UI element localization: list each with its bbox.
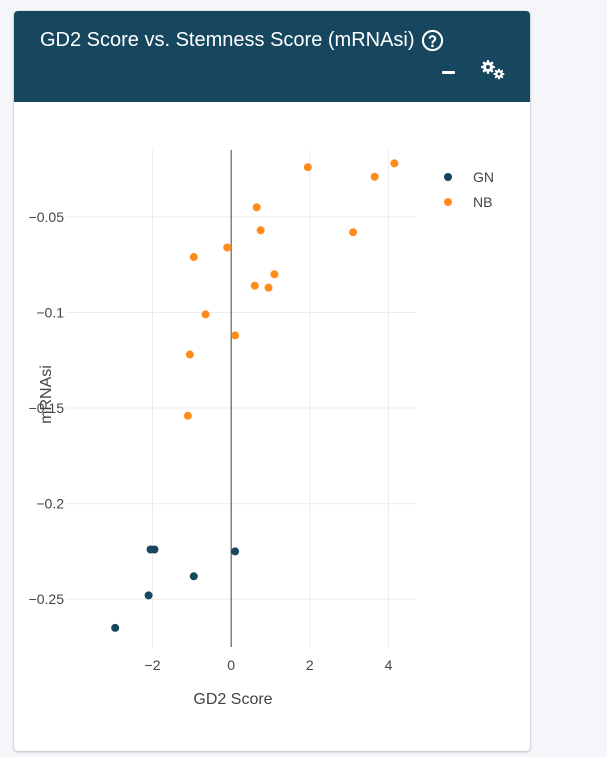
- card-title: GD2 Score vs. Stemness Score (mRNAsi): [40, 29, 415, 51]
- x-tick-label: −2: [145, 657, 161, 673]
- data-point-nb: [189, 253, 198, 262]
- scatter-plot: −2 0 2 4 −0.05 −0.1 −0.15 −0.2 −0.25 GD2 Score mRN…: [29, 150, 494, 708]
- y-tick-label: −0.2: [36, 496, 64, 512]
- data-point-nb: [183, 411, 192, 420]
- data-point-nb: [252, 203, 261, 212]
- card-header: GD2 Score vs. Stemness Score (mRNAsi): [14, 11, 530, 102]
- legend-label-nb: NB: [473, 194, 492, 210]
- y-tick-label: −0.15: [29, 400, 65, 416]
- data-point-gn: [144, 591, 153, 600]
- data-point-gn: [150, 545, 159, 554]
- legend-label-gn: GN: [473, 169, 494, 185]
- data-point-nb: [264, 283, 273, 292]
- y-tick-label: −0.25: [29, 591, 65, 607]
- data-point-nb: [185, 350, 194, 359]
- chart-area: −2 0 2 4 −0.05 −0.1 −0.15 −0.2 −0.25 GD2 Score mRN…: [14, 102, 530, 751]
- data-point-nb: [390, 159, 399, 168]
- data-point-nb: [370, 172, 379, 181]
- data-point-gn: [111, 623, 120, 632]
- y-tick-label: −0.1: [36, 304, 64, 320]
- data-point-nb: [270, 270, 279, 279]
- minimize-button[interactable]: [440, 63, 458, 81]
- data-point-nb: [349, 228, 358, 237]
- x-tick-label: 2: [306, 657, 314, 673]
- x-axis-label: GD2 Score: [193, 691, 272, 708]
- gears-icon[interactable]: [480, 59, 506, 81]
- data-point-nb: [256, 226, 265, 235]
- data-point-gn: [231, 547, 240, 556]
- data-point-gn: [189, 572, 198, 581]
- y-tick-label: −0.05: [29, 209, 65, 225]
- question-circle-icon[interactable]: [421, 29, 444, 52]
- x-tick-label: 4: [385, 657, 393, 673]
- data-point-nb: [303, 163, 312, 172]
- legend-marker-gn: [444, 173, 452, 181]
- data-point-nb: [223, 243, 232, 252]
- y-axis-label: mRNAsi: [38, 365, 55, 424]
- data-point-nb: [231, 331, 240, 340]
- x-tick-label: 0: [227, 657, 235, 673]
- chart-card: GD2 Score vs. Stemness Score (mRNAsi): [14, 11, 530, 751]
- data-point-nb: [201, 310, 210, 319]
- data-point-nb: [250, 281, 259, 290]
- legend-marker-nb: [444, 198, 452, 206]
